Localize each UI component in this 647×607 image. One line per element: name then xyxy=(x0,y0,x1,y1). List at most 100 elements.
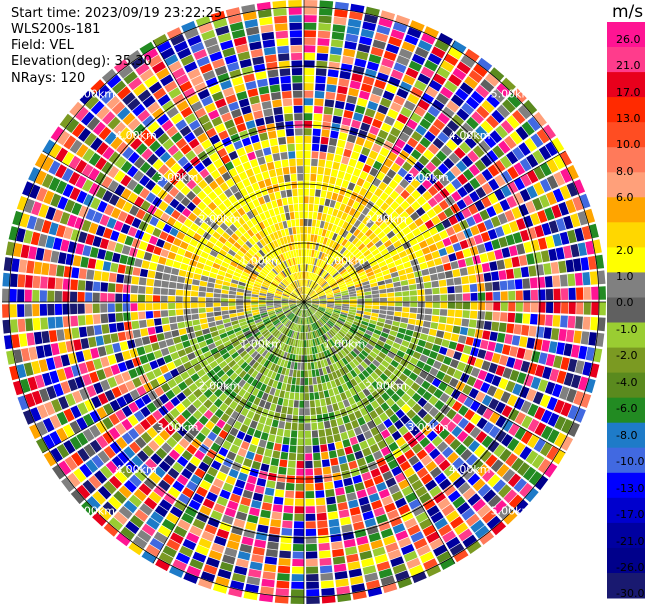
velocity-gate xyxy=(374,252,383,260)
velocity-gate xyxy=(396,245,405,253)
velocity-gate xyxy=(401,255,410,264)
velocity-gate xyxy=(398,250,408,258)
velocity-gate xyxy=(315,75,326,84)
velocity-gate xyxy=(437,112,450,125)
velocity-gate xyxy=(316,267,321,275)
velocity-gate xyxy=(380,297,387,302)
velocity-gate xyxy=(592,239,602,254)
velocity-gate xyxy=(371,290,379,295)
velocity-gate xyxy=(313,250,318,258)
velocity-gate xyxy=(449,234,459,244)
velocity-gate xyxy=(355,194,364,203)
velocity-gate xyxy=(469,131,483,144)
velocity-gate xyxy=(481,182,493,195)
velocity-gate xyxy=(432,204,443,215)
velocity-gate xyxy=(504,258,513,269)
velocity-gate xyxy=(379,221,388,231)
velocity-gate xyxy=(494,174,506,187)
velocity-gate xyxy=(591,286,599,300)
velocity-gate xyxy=(392,254,401,262)
velocity-gate xyxy=(346,95,358,105)
velocity-gate xyxy=(347,254,355,261)
velocity-gate xyxy=(536,128,550,144)
velocity-gate xyxy=(307,288,311,295)
velocity-gate xyxy=(463,182,475,194)
velocity-gate xyxy=(360,234,368,243)
velocity-gate xyxy=(372,294,380,298)
velocity-gate xyxy=(320,280,327,287)
velocity-gate xyxy=(330,169,339,178)
velocity-gate xyxy=(342,273,350,279)
velocity-gate xyxy=(304,75,315,83)
velocity-gate xyxy=(424,26,439,39)
velocity-gate xyxy=(402,125,414,136)
velocity-gate xyxy=(349,127,359,136)
velocity-gate xyxy=(445,183,456,194)
velocity-gate xyxy=(559,185,571,200)
velocity-gate xyxy=(362,216,370,225)
velocity-gate xyxy=(467,265,476,275)
velocity-gate xyxy=(313,121,322,129)
velocity-gate xyxy=(304,296,310,302)
velocity-gate xyxy=(386,230,396,239)
velocity-gate xyxy=(440,86,454,99)
velocity-gate xyxy=(333,290,341,294)
velocity-gate xyxy=(370,214,380,223)
velocity-gate xyxy=(314,285,320,291)
velocity-gate xyxy=(329,268,336,275)
velocity-gate xyxy=(512,146,525,161)
velocity-gate xyxy=(310,272,314,280)
velocity-gate xyxy=(394,156,405,167)
velocity-gate xyxy=(329,215,336,224)
velocity-gate xyxy=(379,192,389,202)
velocity-gate xyxy=(378,181,388,191)
velocity-gate xyxy=(342,196,350,205)
velocity-gate xyxy=(415,173,426,184)
velocity-gate xyxy=(584,208,596,224)
velocity-gate xyxy=(318,268,323,276)
velocity-gate xyxy=(339,268,347,275)
velocity-gate xyxy=(304,166,310,174)
velocity-gate xyxy=(304,287,307,294)
velocity-gate xyxy=(327,145,336,154)
colorbar-tick-label: 1.0 xyxy=(616,270,634,283)
velocity-gate xyxy=(335,226,342,234)
velocity-gate xyxy=(344,205,352,214)
velocity-gate xyxy=(424,59,438,72)
velocity-gate xyxy=(304,286,306,294)
velocity-gate xyxy=(499,155,512,169)
velocity-gate xyxy=(416,283,424,290)
velocity-gate xyxy=(308,272,312,280)
velocity-gate xyxy=(348,207,357,217)
velocity-gate xyxy=(304,256,306,264)
velocity-gate xyxy=(304,226,308,234)
velocity-gate xyxy=(496,104,511,119)
velocity-gate xyxy=(406,272,415,280)
velocity-gate xyxy=(415,143,427,154)
velocity-gate xyxy=(400,200,410,210)
velocity-gate xyxy=(513,162,526,176)
velocity-gate xyxy=(486,150,499,163)
velocity-gate xyxy=(410,178,421,189)
velocity-gate xyxy=(512,110,526,125)
velocity-gate xyxy=(333,292,341,296)
velocity-gate xyxy=(412,228,422,237)
velocity-gate xyxy=(370,194,379,204)
velocity-gate xyxy=(331,233,338,241)
velocity-gate xyxy=(565,259,575,273)
velocity-gate xyxy=(311,298,319,301)
velocity-gate xyxy=(550,261,560,274)
velocity-gate xyxy=(522,278,531,289)
velocity-gate xyxy=(537,237,548,250)
velocity-gate xyxy=(310,281,315,288)
velocity-gate xyxy=(349,80,361,90)
velocity-gate xyxy=(304,22,317,30)
velocity-gate xyxy=(400,189,410,200)
velocity-gate xyxy=(374,240,383,248)
velocity-gate xyxy=(533,166,546,180)
velocity-gate xyxy=(530,289,538,301)
velocity-gate xyxy=(441,255,450,264)
velocity-gate xyxy=(383,274,392,280)
velocity-gate xyxy=(414,46,429,59)
velocity-gate xyxy=(318,205,324,213)
